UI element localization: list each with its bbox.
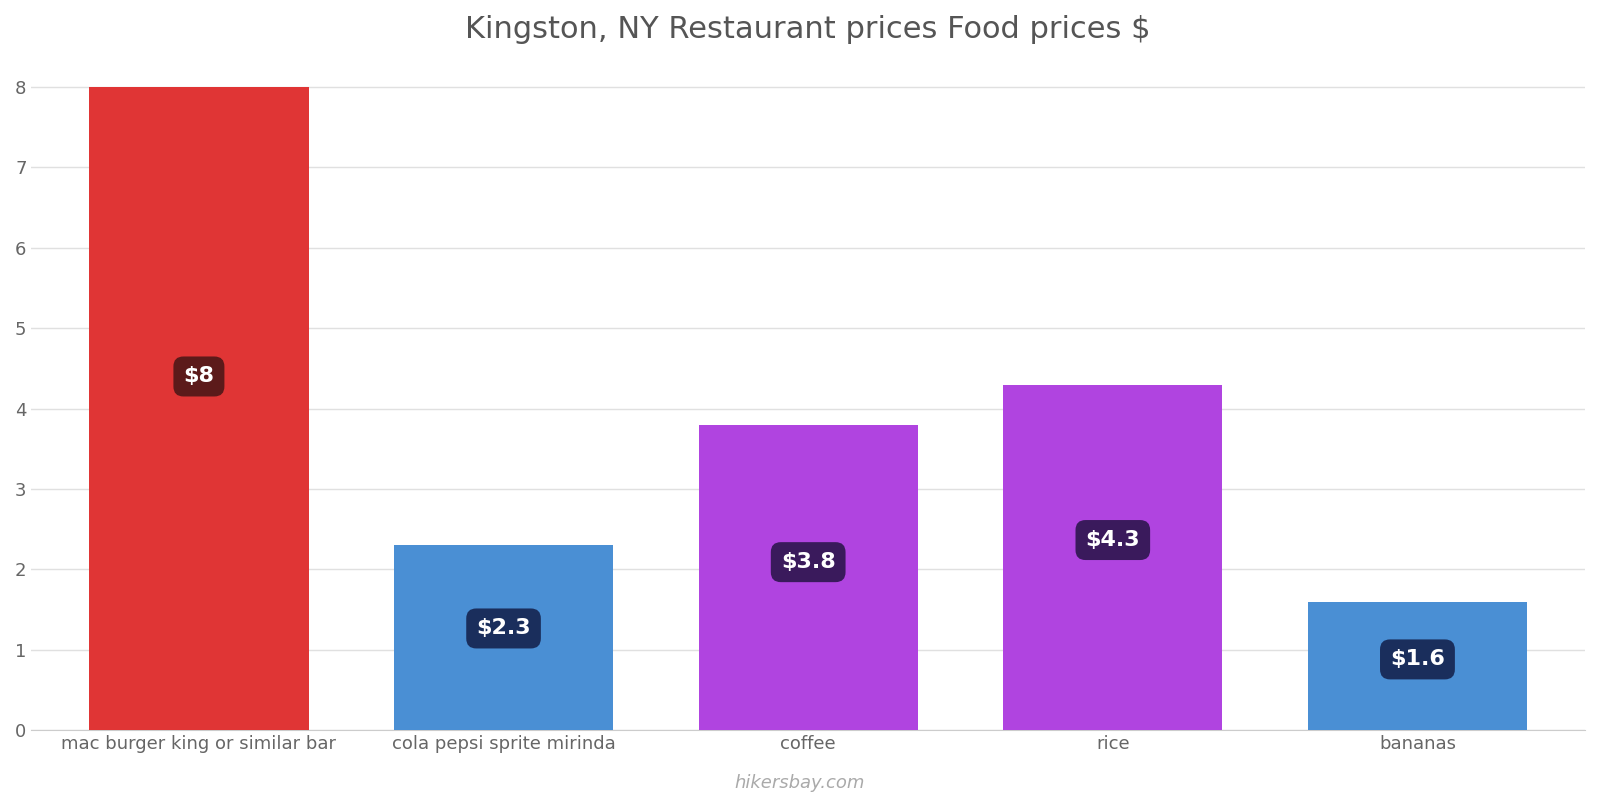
- Bar: [394, 546, 613, 730]
- Text: $1.6: $1.6: [1390, 650, 1445, 670]
- Text: $4.3: $4.3: [1085, 530, 1141, 550]
- Title: Kingston, NY Restaurant prices Food prices $: Kingston, NY Restaurant prices Food pric…: [466, 15, 1150, 44]
- Bar: [1307, 602, 1526, 730]
- Bar: [699, 425, 918, 730]
- Text: $2.3: $2.3: [477, 618, 531, 638]
- Text: hikersbay.com: hikersbay.com: [734, 774, 866, 792]
- Text: $8: $8: [184, 366, 214, 386]
- Bar: [1003, 385, 1222, 730]
- Text: $3.8: $3.8: [781, 552, 835, 572]
- Bar: [90, 87, 309, 730]
